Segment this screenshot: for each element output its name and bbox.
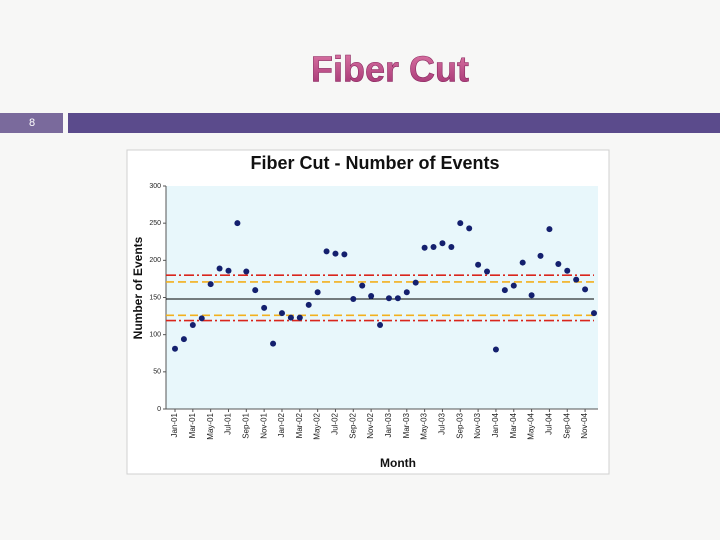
x-tick-label: Jan-01 [170,412,179,437]
data-point [394,295,401,302]
data-point [359,282,366,289]
data-point [421,244,428,251]
x-tick-label: Sep-04 [562,412,571,438]
y-tick-label: 300 [149,183,161,190]
data-point [225,267,232,274]
slide-title: Fiber Cut [311,49,469,90]
y-tick-label: 50 [153,369,161,376]
data-point [332,250,339,257]
data-point [430,243,437,250]
data-point [350,295,357,302]
data-point [448,243,455,250]
data-point [243,268,250,275]
data-point [510,282,517,289]
x-tick-label: Nov-03 [473,412,482,438]
x-tick-label: Sep-02 [348,412,357,438]
x-tick-label: Nov-04 [580,412,589,438]
y-tick-label: 200 [149,257,161,264]
data-point [198,315,205,322]
data-point [484,268,491,275]
data-point [305,301,312,308]
x-axis-label: Month [380,456,416,470]
data-point [261,304,268,311]
data-point [412,279,419,286]
x-tick-label: May-02 [313,412,322,439]
data-point [207,281,214,288]
y-tick-label: 100 [149,332,161,339]
x-tick-label: Mar-03 [402,412,411,438]
x-tick-label: Jul-02 [331,412,340,434]
data-point [403,289,410,296]
data-point [385,295,392,302]
data-point [573,276,580,283]
data-point [546,226,553,233]
x-tick-label: Sep-03 [455,412,464,438]
data-point [234,220,241,227]
data-point [457,220,464,227]
chart-title: Fiber Cut - Number of Events [250,153,499,173]
y-tick-label: 250 [149,220,161,227]
data-point [216,265,223,272]
x-tick-label: May-04 [527,412,536,439]
y-tick-label: 150 [149,294,161,301]
data-point [519,259,526,266]
data-point [323,248,330,255]
data-point [582,286,589,293]
data-point [252,287,259,294]
data-point [492,346,499,353]
data-point [189,322,196,329]
x-tick-label: Mar-04 [509,412,518,438]
x-tick-label: Jan-04 [491,412,500,437]
data-point [172,345,178,352]
x-tick-label: Sep-01 [241,412,250,438]
data-point [564,267,571,274]
data-point [368,293,375,300]
x-tick-label: Jul-03 [438,412,447,434]
data-point [528,292,535,299]
y-axis-label: Number of Events [131,236,145,339]
data-point [475,261,482,268]
x-tick-label: May-03 [420,412,429,439]
data-point [466,225,473,232]
x-tick-label: Jul-04 [545,412,554,434]
number-box [0,113,63,133]
slide-number: 8 [29,117,35,129]
data-point [377,322,384,329]
x-tick-label: May-01 [206,412,215,439]
data-point [278,310,285,317]
data-point [314,289,321,296]
x-tick-label: Jan-02 [277,412,286,437]
x-tick-label: Mar-02 [295,412,304,438]
data-point [296,314,303,321]
x-tick-label: Mar-01 [188,412,197,438]
data-point [341,251,348,258]
data-point [270,340,277,347]
data-point [287,314,294,321]
x-tick-label: Nov-02 [366,412,375,438]
data-point [555,261,562,268]
data-point [501,287,508,294]
data-point [180,336,187,343]
x-tick-label: Nov-01 [259,412,268,438]
x-tick-label: Jan-03 [384,412,393,437]
x-tick-label: Jul-01 [224,412,233,434]
data-point [439,240,446,247]
data-point [591,310,597,317]
y-tick-label: 0 [157,406,161,413]
data-point [537,252,544,259]
header-bar [68,113,720,133]
